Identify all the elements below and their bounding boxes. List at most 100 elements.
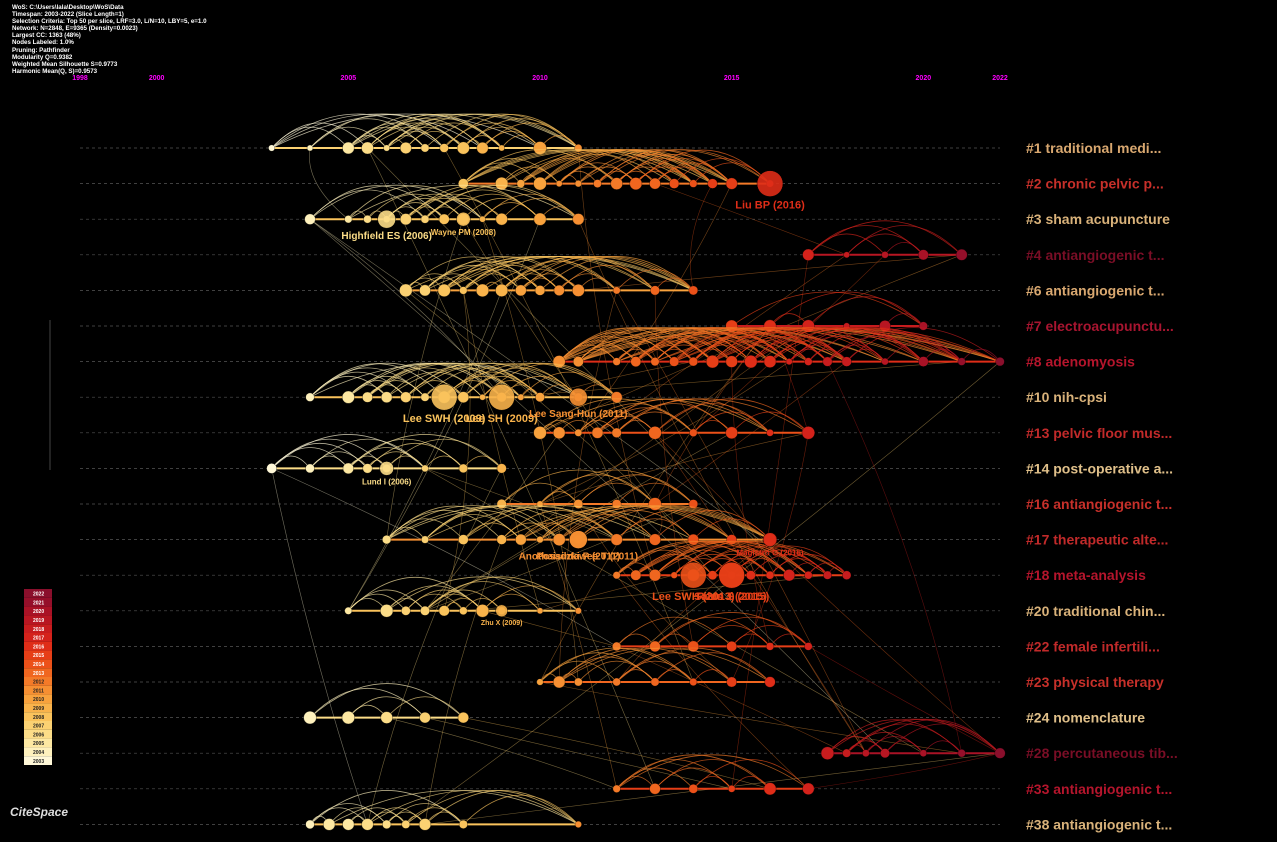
cited-reference-node (689, 179, 698, 188)
cited-reference-node (420, 392, 430, 402)
co-citation-arc (386, 696, 464, 718)
highlight-node (718, 561, 745, 589)
cited-reference-node (783, 569, 796, 582)
cited-reference-node (439, 143, 449, 153)
cited-reference-node (476, 142, 489, 154)
cited-reference-node (381, 391, 393, 403)
cited-reference-node (515, 284, 527, 297)
co-citation-arc (405, 362, 579, 398)
co-citation-arc (386, 113, 579, 149)
cluster-label: #16 antiangiogenic t... (1026, 496, 1172, 512)
legend-year-label: 2007 (33, 724, 44, 730)
cited-reference-node (419, 712, 431, 724)
cited-reference-node (459, 286, 468, 295)
legend-swatch (24, 747, 52, 757)
cited-reference-node (399, 283, 413, 297)
cited-reference-node (670, 571, 678, 579)
cluster-row: #13 pelvic floor mus... (80, 398, 1172, 441)
cross-link (808, 646, 1001, 754)
cited-reference-node (804, 571, 813, 580)
co-citation-arc (367, 790, 579, 825)
cited-reference-node (421, 464, 429, 472)
cluster-row: #20 traditional chin... (80, 576, 1165, 619)
co-citation-arc (463, 362, 617, 398)
cited-reference-node (649, 640, 661, 652)
highlight-node (430, 383, 458, 411)
co-citation-arc (654, 277, 694, 291)
cited-reference-node (306, 144, 314, 152)
co-citation-arc (501, 256, 656, 291)
cross-link (689, 183, 713, 291)
cited-reference-node (804, 357, 813, 366)
node-label: Posadzki P (2011) (536, 552, 620, 563)
cluster-row: #38 antiangiogenic t... (80, 790, 1172, 832)
cluster-label: #24 nomenclature (1026, 710, 1145, 726)
cluster-label: #38 antiangiogenic t... (1026, 816, 1172, 832)
cited-reference-node (648, 426, 662, 440)
cluster-label: #14 post-operative a... (1026, 460, 1173, 476)
cited-reference-node (842, 570, 852, 580)
co-citation-arc (693, 411, 771, 434)
cross-link (405, 361, 1001, 825)
cited-reference-node (342, 818, 355, 831)
co-citation-arc (271, 438, 387, 469)
cited-reference-node (766, 429, 774, 437)
co-citation-arc (482, 585, 579, 612)
co-citation-arc (616, 647, 771, 683)
cluster-label: #17 therapeutic alte... (1026, 532, 1168, 548)
co-citation-arc (712, 327, 924, 362)
cited-reference-node (574, 677, 583, 687)
co-citation-arc (827, 336, 924, 362)
co-citation-arc (769, 291, 924, 327)
cited-reference-node (496, 534, 507, 545)
node-label: Wayne PM (2008) (431, 228, 496, 237)
co-citation-arc (731, 291, 924, 327)
cross-link (463, 290, 541, 611)
cited-reference-node (552, 533, 566, 546)
cited-reference-node (421, 535, 429, 544)
cited-reference-node (574, 820, 582, 828)
co-citation-arc (578, 505, 771, 540)
cited-reference-node (707, 178, 718, 189)
cited-reference-node (764, 676, 776, 688)
co-citation-arc (271, 113, 541, 149)
legend-swatch (24, 659, 52, 669)
cited-reference-node (459, 606, 468, 615)
cross-link (578, 254, 962, 291)
co-citation-arc (386, 505, 656, 540)
cluster-row: #33 antiangiogenic t... (80, 754, 1172, 797)
co-citation-arc (961, 348, 1001, 362)
node-label: Lee SWH (2013) (652, 591, 735, 603)
cited-reference-node (304, 213, 316, 225)
cited-reference-node (305, 819, 315, 829)
cluster-label: #20 traditional chin... (1026, 603, 1165, 619)
node-label: Lund I (2006) (362, 477, 412, 486)
cited-reference-node (400, 213, 412, 226)
cluster-row: #6 antiangiogenic t... (80, 256, 1164, 298)
legend-swatch (24, 721, 52, 730)
cross-link (367, 468, 502, 825)
cited-reference-node (785, 358, 793, 365)
legend-year-label: 2014 (33, 662, 44, 668)
co-citation-arc (558, 264, 656, 291)
co-citation-arc (328, 807, 387, 825)
info-line: Selection Criteria: Top 50 per slice, LR… (12, 18, 207, 26)
cited-reference-node (610, 533, 623, 546)
cited-reference-node (650, 677, 660, 687)
cited-reference-node (801, 426, 815, 440)
cited-reference-node (475, 283, 490, 297)
cited-reference-node (994, 747, 1006, 759)
node-label: Magistro G (2016) (736, 549, 803, 558)
co-citation-arc (616, 327, 771, 362)
cited-reference-node (458, 463, 468, 473)
co-citation-arc (309, 185, 445, 220)
co-citation-arc (597, 149, 771, 184)
cited-reference-node (669, 356, 680, 367)
cited-reference-node (918, 249, 929, 261)
legend-year-label: 2022 (33, 592, 44, 598)
legend-swatch (24, 641, 52, 651)
cross-link (558, 290, 617, 683)
co-citation-arc (539, 398, 771, 434)
highlight-node (569, 387, 588, 407)
